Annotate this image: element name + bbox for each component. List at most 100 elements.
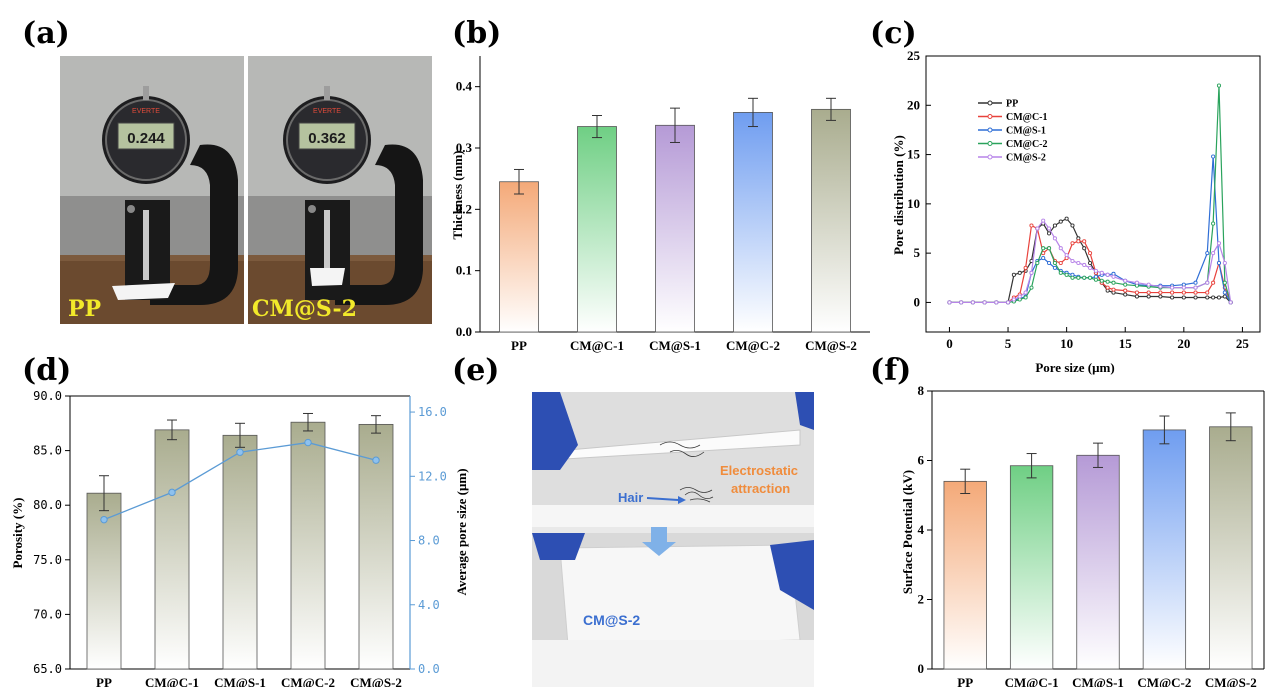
series-point (1216, 241, 1222, 246)
series-point (1064, 272, 1069, 277)
series-point (1052, 236, 1057, 241)
legend-marker (987, 100, 993, 106)
y-tick-label: 70.0 (33, 607, 62, 621)
chart-c-xlabel: Pore size (μm) (1035, 360, 1114, 375)
bar (1142, 429, 1187, 670)
bar (577, 126, 617, 333)
series-point (1105, 285, 1110, 290)
category-label: CM@C-2 (726, 338, 780, 353)
series-point (1216, 83, 1222, 88)
series-point (1123, 288, 1128, 293)
bar (1209, 426, 1253, 670)
y-tick-label: 0.4 (456, 79, 473, 94)
x-tick-label: 5 (1005, 336, 1012, 351)
series-point (1058, 260, 1063, 266)
series-point (1076, 260, 1081, 266)
category-label: CM@S-1 (1072, 675, 1124, 687)
gauge-left-brand: EVERTE (132, 108, 160, 115)
series-point (1105, 279, 1110, 284)
series-point (1170, 295, 1175, 300)
y-tick-label: 80.0 (33, 498, 62, 512)
y-tick-label: 25 (907, 48, 921, 63)
category-label: CM@S-1 (649, 338, 701, 353)
series-point (1216, 295, 1222, 300)
y-tick-label: 4 (918, 522, 925, 537)
series-point (1070, 223, 1075, 228)
legend-marker (987, 127, 993, 133)
series-point (1181, 295, 1186, 300)
annot-attraction: attraction (731, 481, 790, 496)
x-tick-label: 0 (946, 336, 953, 351)
series-point (1146, 294, 1151, 299)
series-point (1005, 300, 1011, 305)
series-point (1035, 260, 1040, 266)
series-point (1093, 277, 1098, 282)
panel-e-label: (e) (452, 353, 499, 388)
series-point (1205, 290, 1210, 295)
series-point (1170, 290, 1175, 295)
series-point (1088, 251, 1093, 256)
category-label: CM@C-1 (145, 675, 199, 687)
annot-cms2: CM@S-2 (583, 612, 640, 628)
category-label: CM@S-2 (1205, 675, 1257, 687)
y-tick-label: 0.0 (456, 324, 472, 339)
series-point (1193, 295, 1198, 300)
x-tick-label: 10 (1060, 336, 1073, 351)
series-point (947, 300, 952, 305)
category-label: CM@C-2 (281, 675, 335, 687)
series-point (1211, 251, 1216, 256)
bar (1076, 454, 1120, 670)
surface-potential-bar-chart: Surface Potential (kV) 0 2 4 6 8 PP CM@C-1 CM@S… (900, 383, 1265, 687)
series-point (1093, 268, 1098, 273)
plot-frame (925, 55, 1261, 333)
series-point (1058, 219, 1063, 224)
series-point (1041, 256, 1046, 261)
series-point (1099, 270, 1104, 275)
legend-marker (987, 154, 993, 160)
series-point (1158, 284, 1163, 289)
series-point (1023, 290, 1028, 295)
category-label: CM@S-2 (350, 675, 402, 687)
panel-e-photo: Electrostatic attraction Hair CM@S-2 (532, 392, 814, 687)
series-point (1082, 262, 1087, 268)
panel-f-label: (f) (870, 353, 911, 388)
series-point (1058, 270, 1063, 275)
series-point (1105, 272, 1110, 277)
series-point (1146, 282, 1151, 287)
series-point (1082, 239, 1087, 244)
series-point (1082, 246, 1087, 251)
series-point (1088, 260, 1093, 266)
gauge-right: 0.362 EVERTE (283, 86, 423, 305)
series-point (1211, 295, 1216, 300)
series-point (1193, 285, 1198, 290)
series-point (1205, 280, 1210, 285)
legend-label: CM@S-2 (1006, 153, 1046, 164)
panel-c-label: (c) (870, 16, 917, 51)
chart-b-ylabel: Thickness (mm) (450, 150, 465, 239)
pore-distribution-line-chart: Pore size (μm) Pore distribution (%) 0 5 1… (891, 48, 1261, 375)
series-point (1134, 294, 1139, 299)
y-tick-label: 2 (918, 592, 925, 607)
y-tick-label: 15 (907, 147, 921, 162)
y-tick-label: 90.0 (33, 389, 62, 403)
series-point (1011, 297, 1016, 302)
bar (811, 108, 851, 333)
series-point (1088, 265, 1093, 270)
series-point (1181, 285, 1186, 290)
x-tick-label: 15 (1119, 336, 1133, 351)
gauge-right-reading: 0.362 (308, 130, 346, 147)
series-point (1222, 280, 1227, 285)
pore-size-point (304, 438, 312, 447)
series-point (1017, 294, 1022, 299)
series-point (1088, 275, 1093, 280)
y-tick-label: 0 (918, 661, 925, 676)
gauge-left: 0.244 EVERTE (102, 86, 238, 305)
bar (655, 124, 695, 333)
chart-c-ylabel: Pore distribution (%) (891, 135, 906, 255)
series-point (1111, 280, 1116, 285)
photo-label-cms2: CM@S-2 (252, 296, 357, 322)
series-point (1099, 278, 1104, 283)
series-point (1123, 292, 1128, 297)
y2-tick-label: 12.0 (418, 469, 447, 483)
series-point (1216, 260, 1222, 266)
